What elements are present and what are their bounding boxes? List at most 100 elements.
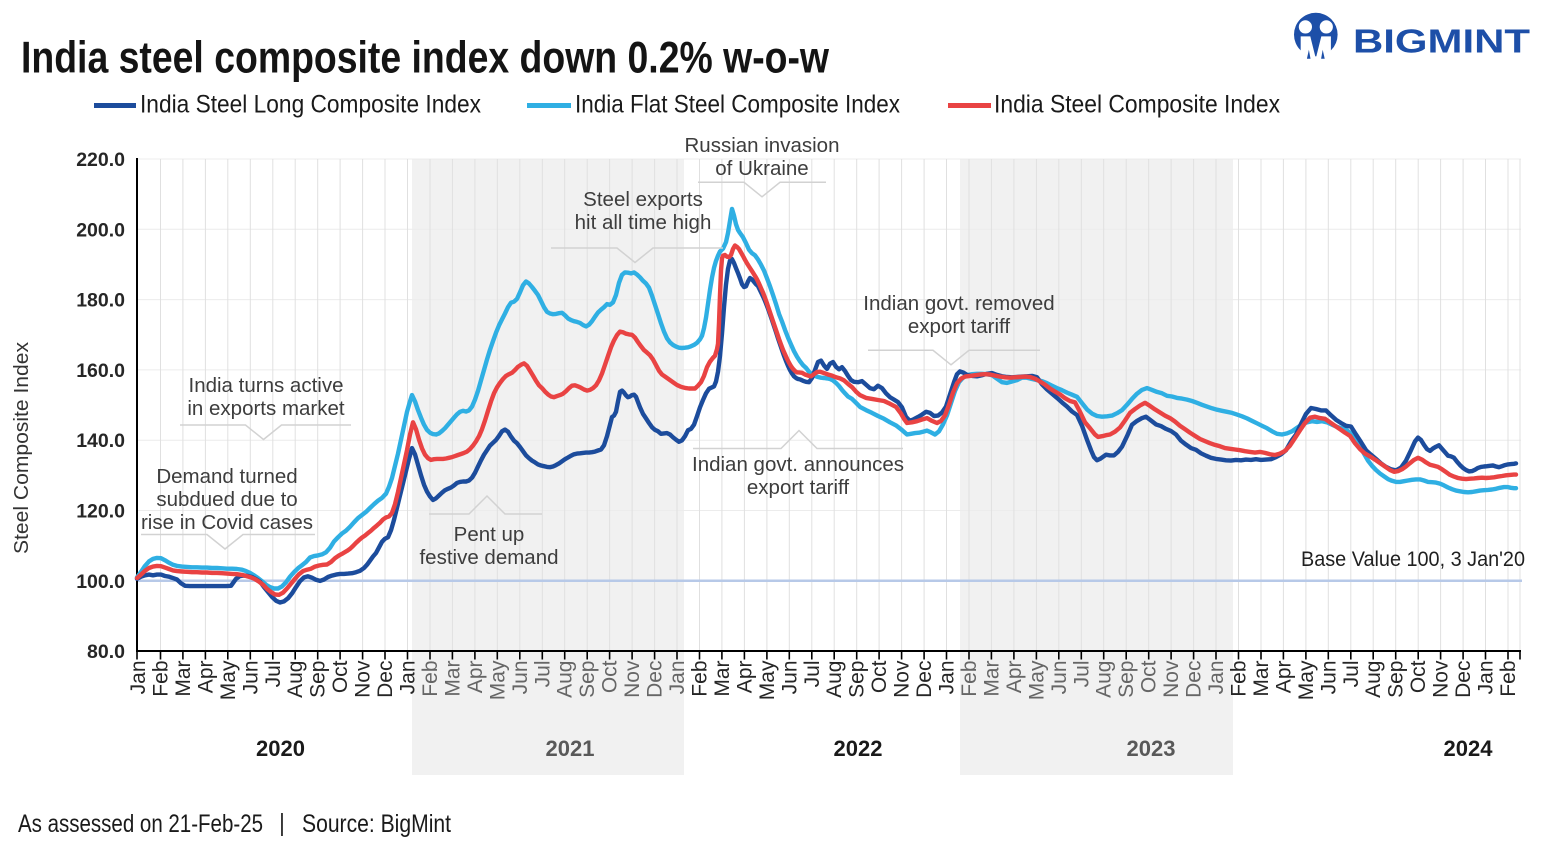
svg-text:hit all time high: hit all time high (575, 211, 712, 234)
svg-text:Apr: Apr (1272, 661, 1295, 694)
svg-text:2022: 2022 (834, 736, 883, 761)
svg-text:Oct: Oct (599, 660, 622, 693)
svg-text:Nov: Nov (352, 660, 375, 698)
svg-text:rise in Covid cases: rise in Covid cases (141, 511, 313, 534)
svg-text:India turns active: India turns active (189, 374, 344, 397)
svg-text:Dec: Dec (644, 661, 667, 698)
svg-text:Russian invasion: Russian invasion (685, 134, 840, 157)
svg-text:May: May (486, 660, 509, 700)
svg-text:180.0: 180.0 (76, 290, 125, 312)
svg-text:Jun: Jun (509, 661, 532, 695)
svg-text:Sep: Sep (1115, 661, 1138, 698)
svg-text:160.0: 160.0 (76, 360, 125, 382)
svg-text:export tariff: export tariff (747, 476, 849, 499)
svg-text:Jul: Jul (262, 661, 285, 688)
svg-text:in exports market: in exports market (187, 397, 345, 420)
svg-text:Apr: Apr (1003, 661, 1026, 694)
svg-text:Apr: Apr (733, 661, 756, 694)
svg-text:Jun: Jun (1317, 661, 1340, 695)
svg-text:Jan: Jan (1205, 661, 1228, 695)
svg-text:export tariff: export tariff (908, 315, 1010, 338)
svg-text:2020: 2020 (256, 736, 305, 761)
svg-text:Mar: Mar (980, 660, 1003, 696)
svg-text:Feb: Feb (958, 661, 981, 697)
svg-text:Pent up: Pent up (454, 523, 525, 546)
svg-text:Feb: Feb (150, 661, 173, 697)
svg-text:120.0: 120.0 (76, 501, 125, 523)
svg-text:Feb: Feb (419, 661, 442, 697)
svg-text:Apr: Apr (194, 661, 217, 694)
svg-text:May: May (756, 660, 779, 700)
svg-text:Mar: Mar (1250, 660, 1273, 696)
svg-text:festive demand: festive demand (419, 546, 558, 569)
svg-text:Steel exports: Steel exports (583, 188, 703, 211)
svg-text:200.0: 200.0 (76, 219, 125, 241)
svg-text:Aug: Aug (1362, 661, 1385, 698)
svg-text:Apr: Apr (464, 661, 487, 694)
svg-text:BIGMINT: BIGMINT (1353, 23, 1530, 60)
svg-text:Nov: Nov (1160, 660, 1183, 698)
svg-text:India steel composite index do: India steel composite index down 0.2% w-… (21, 33, 830, 83)
svg-text:Sep: Sep (846, 661, 869, 698)
svg-text:Indian govt. removed: Indian govt. removed (863, 292, 1054, 315)
svg-text:Jan: Jan (666, 661, 689, 695)
svg-text:Mar: Mar (711, 660, 734, 696)
svg-text:May: May (217, 660, 240, 700)
svg-text:Jun: Jun (1048, 661, 1071, 695)
svg-text:subdued due to: subdued due to (156, 488, 297, 511)
svg-text:220.0: 220.0 (76, 149, 125, 171)
svg-text:2021: 2021 (546, 736, 595, 761)
svg-text:Dec: Dec (1452, 661, 1475, 698)
svg-text:As assessed on 21-Feb-25: As assessed on 21-Feb-25 (18, 809, 263, 837)
svg-text:Oct: Oct (329, 660, 352, 693)
svg-text:Jun: Jun (239, 661, 262, 695)
svg-text:Steel Composite Index: Steel Composite Index (11, 342, 33, 554)
svg-text:India Steel Long Composite Ind: India Steel Long Composite Index (140, 90, 481, 118)
svg-text:Mar: Mar (172, 660, 195, 696)
svg-text:Aug: Aug (554, 661, 577, 698)
svg-text:Oct: Oct (1138, 660, 1161, 693)
svg-text:Oct: Oct (1407, 660, 1430, 693)
svg-text:Source: BigMint: Source: BigMint (302, 809, 452, 837)
svg-text:India Steel Composite Index: India Steel Composite Index (994, 90, 1280, 118)
svg-text:May: May (1295, 660, 1318, 700)
svg-text:Dec: Dec (374, 661, 397, 698)
svg-text:Jan: Jan (127, 661, 150, 695)
svg-text:Sep: Sep (1385, 661, 1408, 698)
svg-text:Feb: Feb (689, 661, 712, 697)
svg-text:Oct: Oct (868, 660, 891, 693)
svg-text:Mar: Mar (441, 660, 464, 696)
svg-text:Aug: Aug (823, 661, 846, 698)
svg-text:Jul: Jul (531, 661, 554, 688)
svg-text:Aug: Aug (284, 661, 307, 698)
svg-text:Dec: Dec (913, 661, 936, 698)
svg-text:Nov: Nov (891, 660, 914, 698)
svg-text:2023: 2023 (1127, 736, 1176, 761)
svg-text:Indian govt. announces: Indian govt. announces (692, 453, 904, 476)
svg-text:Jul: Jul (1340, 661, 1363, 688)
svg-text:of Ukraine: of Ukraine (715, 157, 808, 180)
svg-text:Feb: Feb (1497, 661, 1520, 697)
svg-text:100.0: 100.0 (76, 571, 125, 593)
svg-text:Jan: Jan (936, 661, 959, 695)
svg-text:India Flat Steel Composite Ind: India Flat Steel Composite Index (575, 90, 900, 118)
svg-text:Base Value 100, 3 Jan'20: Base Value 100, 3 Jan'20 (1301, 548, 1525, 571)
svg-text:Jan: Jan (397, 661, 420, 695)
svg-text:May: May (1025, 660, 1048, 700)
svg-text:140.0: 140.0 (76, 430, 125, 452)
svg-text:Aug: Aug (1093, 661, 1116, 698)
svg-text:Demand turned: Demand turned (156, 465, 297, 488)
svg-text:Feb: Feb (1228, 661, 1251, 697)
svg-text:Sep: Sep (307, 661, 330, 698)
svg-text:2024: 2024 (1444, 736, 1494, 761)
svg-text:Nov: Nov (621, 660, 644, 698)
svg-text:Jul: Jul (801, 661, 824, 688)
svg-text:Nov: Nov (1430, 660, 1453, 698)
svg-text:Jan: Jan (1475, 661, 1498, 695)
svg-text:80.0: 80.0 (87, 641, 125, 663)
svg-text:Dec: Dec (1183, 661, 1206, 698)
svg-text:Sep: Sep (576, 661, 599, 698)
svg-text:Jun: Jun (778, 661, 801, 695)
svg-text:Jul: Jul (1070, 661, 1093, 688)
svg-text:|: | (279, 808, 284, 836)
